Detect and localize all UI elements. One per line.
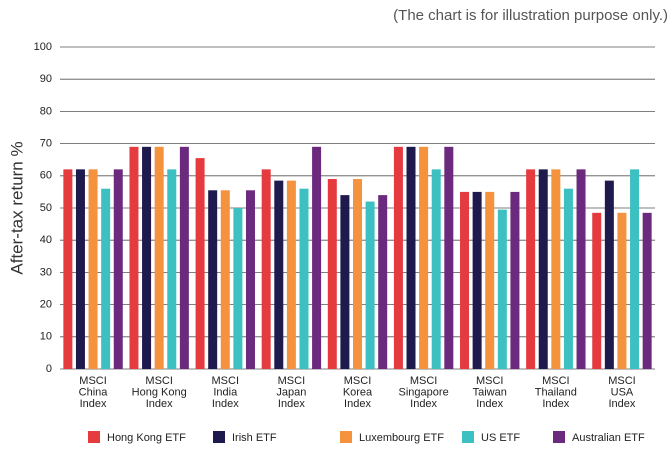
bar xyxy=(444,146,454,369)
legend-swatch xyxy=(213,431,225,443)
y-tick-label: 90 xyxy=(40,73,52,85)
bar xyxy=(642,212,652,369)
bar xyxy=(431,169,441,369)
bar xyxy=(526,169,536,369)
bar xyxy=(245,190,255,369)
bar xyxy=(101,188,111,369)
bar xyxy=(274,180,284,369)
bar xyxy=(551,169,561,369)
legend-swatch xyxy=(462,431,474,443)
bar xyxy=(208,190,218,369)
legend-swatch xyxy=(340,431,352,443)
bar xyxy=(365,201,375,369)
bar xyxy=(419,146,429,369)
bar xyxy=(167,169,177,369)
y-tick-label: 10 xyxy=(40,331,52,343)
y-tick-label: 40 xyxy=(40,234,52,246)
bar xyxy=(75,169,85,369)
bar xyxy=(630,169,640,369)
bar xyxy=(233,208,243,369)
bar xyxy=(497,209,507,369)
legend-label: Hong Kong ETF xyxy=(107,432,186,444)
bar xyxy=(604,180,614,369)
bar xyxy=(617,212,627,369)
bar xyxy=(460,191,470,369)
legend-label: US ETF xyxy=(481,432,520,444)
legend-swatch xyxy=(553,431,565,443)
y-tick-label: 50 xyxy=(40,202,52,214)
x-tick-label: MSCI USA Index xyxy=(608,375,636,410)
bar xyxy=(510,191,520,369)
x-tick-label: MSCI China Index xyxy=(79,375,109,410)
bar xyxy=(113,169,123,369)
x-tick-label: MSCI Hong Kong Index xyxy=(132,375,187,410)
bar xyxy=(378,195,388,369)
y-tick-label: 20 xyxy=(40,299,52,311)
bar xyxy=(327,179,337,369)
y-tick-label: 80 xyxy=(40,105,52,117)
x-tick-label: MSCI Japan Index xyxy=(276,375,306,410)
bar xyxy=(353,179,362,369)
y-tick-label: 70 xyxy=(40,138,52,150)
bar xyxy=(592,212,602,369)
bar xyxy=(563,188,573,369)
bar xyxy=(406,146,416,369)
bar xyxy=(286,180,296,369)
x-tick-label: MSCI Taiwan Index xyxy=(473,375,507,410)
bar xyxy=(142,146,152,369)
x-tick-label: MSCI Korea Index xyxy=(343,375,373,410)
bar xyxy=(220,190,230,369)
bar xyxy=(261,169,271,369)
bar xyxy=(154,146,164,369)
bar xyxy=(88,169,98,369)
bar xyxy=(299,188,309,369)
bar xyxy=(576,169,586,369)
chart-note: (The chart is for illustration purpose o… xyxy=(393,7,668,24)
y-axis-label: After-tax return % xyxy=(7,141,26,274)
bar xyxy=(340,195,350,369)
y-tick-label: 60 xyxy=(40,170,52,182)
bar xyxy=(485,191,495,369)
bar xyxy=(538,169,548,369)
bar xyxy=(179,146,189,369)
x-tick-label: MSCI Thailand Index xyxy=(535,375,577,410)
bar xyxy=(393,146,403,369)
bar xyxy=(472,191,482,369)
x-tick-label: MSCI India Index xyxy=(212,375,240,410)
y-tick-label: 100 xyxy=(34,41,52,53)
legend-label: Australian ETF xyxy=(572,432,645,444)
bar xyxy=(129,146,139,369)
bar xyxy=(195,158,205,369)
legend-label: Luxembourg ETF xyxy=(359,432,444,444)
y-tick-label: 30 xyxy=(40,266,52,278)
bar xyxy=(312,146,322,369)
x-tick-label: MSCI Singapore Index xyxy=(399,375,449,410)
bar xyxy=(63,169,73,369)
y-tick-label: 0 xyxy=(46,363,52,375)
legend-swatch xyxy=(88,431,100,443)
legend-label: Irish ETF xyxy=(232,432,277,444)
